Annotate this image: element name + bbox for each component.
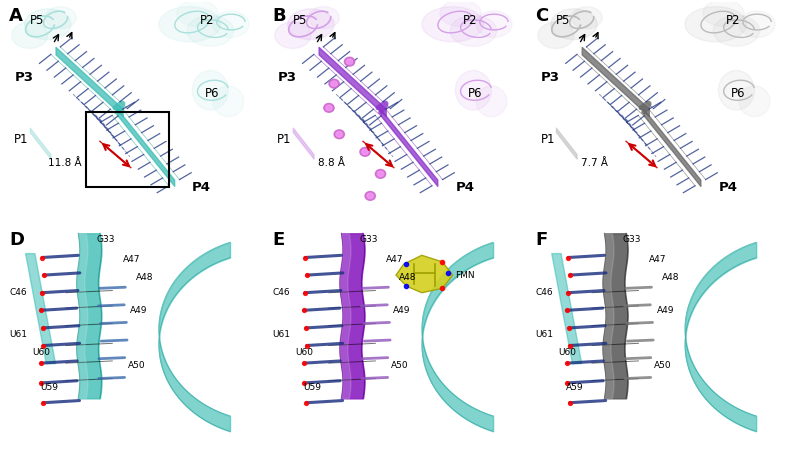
Text: A49: A49 — [657, 306, 674, 315]
Ellipse shape — [476, 86, 507, 117]
Text: FMN: FMN — [455, 271, 475, 280]
Text: P1: P1 — [540, 133, 555, 146]
Circle shape — [345, 57, 355, 66]
Ellipse shape — [703, 0, 744, 26]
Text: A49: A49 — [394, 306, 411, 315]
Text: 11.8 Å: 11.8 Å — [48, 158, 82, 168]
Text: P1: P1 — [14, 133, 29, 146]
Ellipse shape — [177, 0, 218, 26]
Text: U60: U60 — [295, 348, 314, 357]
Circle shape — [331, 81, 337, 86]
Ellipse shape — [476, 11, 512, 37]
Text: P6: P6 — [731, 87, 746, 100]
Ellipse shape — [450, 15, 497, 46]
Ellipse shape — [685, 7, 747, 42]
Text: P4: P4 — [718, 181, 737, 194]
Ellipse shape — [538, 22, 574, 48]
Circle shape — [362, 149, 368, 154]
Text: P5: P5 — [30, 14, 44, 27]
Text: 8.8 Å: 8.8 Å — [318, 158, 345, 168]
Text: P1: P1 — [277, 133, 292, 146]
Ellipse shape — [12, 22, 48, 48]
Ellipse shape — [158, 7, 221, 42]
Text: P3: P3 — [277, 71, 296, 84]
Text: P5: P5 — [556, 14, 570, 27]
Text: B: B — [272, 7, 286, 25]
Text: A47: A47 — [386, 255, 403, 264]
Text: P3: P3 — [540, 71, 559, 84]
Ellipse shape — [440, 0, 481, 26]
Polygon shape — [396, 255, 453, 293]
Ellipse shape — [187, 15, 234, 46]
Ellipse shape — [739, 86, 770, 117]
Ellipse shape — [550, 9, 597, 40]
Ellipse shape — [455, 70, 491, 110]
Text: U60: U60 — [32, 348, 51, 357]
Ellipse shape — [571, 7, 603, 29]
Text: A: A — [10, 7, 23, 25]
Text: E: E — [272, 231, 284, 249]
Text: A49: A49 — [131, 306, 148, 315]
Text: U61: U61 — [535, 330, 554, 339]
Text: A59: A59 — [566, 383, 584, 392]
Text: A47: A47 — [123, 255, 140, 264]
Circle shape — [378, 171, 383, 176]
Circle shape — [324, 103, 334, 112]
Ellipse shape — [275, 22, 311, 48]
Bar — [86, 112, 169, 187]
Text: U61: U61 — [272, 330, 290, 339]
Text: P2: P2 — [726, 14, 741, 27]
Ellipse shape — [213, 86, 244, 117]
Text: P6: P6 — [205, 87, 219, 100]
Text: C46: C46 — [535, 288, 553, 297]
Text: A50: A50 — [390, 361, 409, 370]
Text: G33: G33 — [97, 235, 116, 244]
Text: P4: P4 — [455, 181, 474, 194]
Circle shape — [367, 193, 373, 198]
Circle shape — [360, 147, 370, 156]
Ellipse shape — [287, 9, 334, 40]
Text: G33: G33 — [360, 235, 379, 244]
Text: A47: A47 — [649, 255, 666, 264]
Ellipse shape — [718, 70, 755, 110]
Text: C46: C46 — [10, 288, 27, 297]
Circle shape — [326, 105, 332, 110]
Text: U61: U61 — [10, 330, 27, 339]
Text: A48: A48 — [661, 273, 680, 282]
Text: P4: P4 — [192, 181, 211, 194]
Text: U60: U60 — [558, 348, 577, 357]
Ellipse shape — [213, 11, 249, 37]
Text: P2: P2 — [463, 14, 478, 27]
Circle shape — [334, 130, 345, 139]
Text: G33: G33 — [623, 235, 642, 244]
Text: A48: A48 — [398, 273, 416, 282]
Text: F: F — [535, 231, 547, 249]
Text: P3: P3 — [14, 71, 33, 84]
Text: A50: A50 — [128, 361, 146, 370]
Text: U59: U59 — [40, 383, 58, 392]
Ellipse shape — [714, 15, 760, 46]
Text: P2: P2 — [200, 14, 215, 27]
Text: D: D — [10, 231, 24, 249]
Text: U59: U59 — [303, 383, 321, 392]
Text: P5: P5 — [293, 14, 307, 27]
Text: 7.7 Å: 7.7 Å — [581, 158, 607, 168]
Ellipse shape — [739, 11, 775, 37]
Ellipse shape — [308, 7, 339, 29]
Ellipse shape — [192, 70, 228, 110]
Circle shape — [336, 132, 342, 137]
Circle shape — [346, 59, 352, 64]
Ellipse shape — [422, 7, 484, 42]
Text: A50: A50 — [654, 361, 672, 370]
Text: P6: P6 — [468, 87, 482, 100]
Circle shape — [329, 79, 339, 88]
Ellipse shape — [45, 7, 76, 29]
Text: C: C — [535, 7, 549, 25]
Text: A48: A48 — [135, 273, 153, 282]
Ellipse shape — [25, 9, 71, 40]
Text: C46: C46 — [272, 288, 290, 297]
Circle shape — [375, 169, 386, 178]
Circle shape — [365, 191, 375, 200]
